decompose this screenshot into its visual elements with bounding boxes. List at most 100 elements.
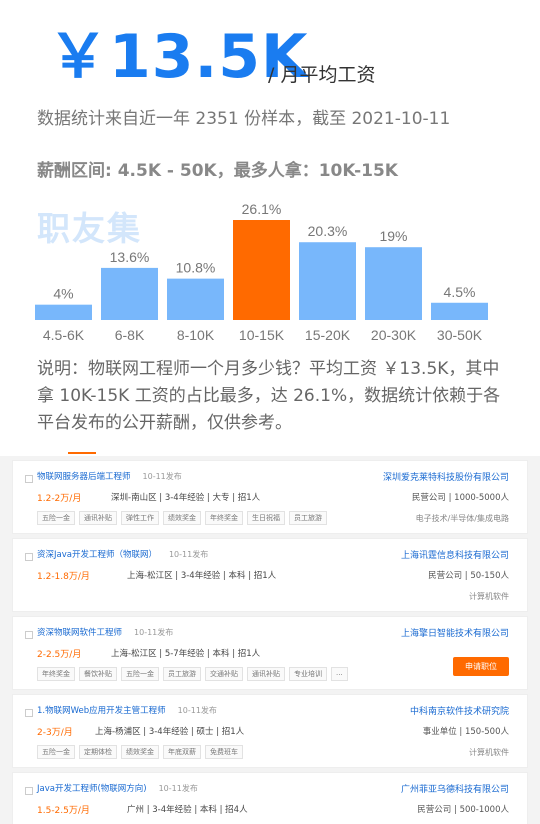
bar-value-label: 19% — [379, 228, 407, 244]
benefit-tag: 绩效奖金 — [163, 511, 201, 525]
industry-label: 电子技术/半导体/集成电路 — [415, 514, 509, 523]
select-checkbox[interactable] — [25, 553, 33, 561]
bar-4.5-6K — [35, 304, 92, 320]
job-title[interactable]: 1.物联网Web应用开发主管工程师 — [37, 706, 166, 716]
bar-20-30K — [365, 247, 422, 320]
job-list: 物联网服务器后端工程师 10-11发布 深圳爱克莱特科技股份有限公司 1.2-2万/月… — [0, 456, 540, 824]
benefit-tag: 通讯补贴 — [247, 667, 285, 681]
category-label: 15-20K — [305, 327, 351, 343]
bar-10-15K — [233, 220, 290, 320]
benefit-tag: 交通补贴 — [205, 667, 243, 681]
benefit-tag: 专业培训 — [289, 667, 327, 681]
benefit-tag: 定期体检 — [79, 745, 117, 759]
company-link[interactable]: 深圳爱克莱特科技股份有限公司 — [382, 473, 509, 483]
benefit-tag: 五险一金 — [121, 667, 159, 681]
job-title[interactable]: 资深Java开发工程师（物联网） — [37, 550, 157, 560]
select-checkbox[interactable] — [25, 475, 33, 483]
benefit-tag: 生日祝福 — [247, 511, 285, 525]
apply-button[interactable]: 申请职位 — [453, 657, 509, 676]
benefit-tag: 弹性工作 — [121, 511, 159, 525]
benefit-tags: 五险一金 定期体检 绩效奖金 年底双薪 免费班车 — [37, 745, 243, 759]
bar-value-label: 10.8% — [176, 260, 216, 276]
company-meta: 民营公司 | 50-150人 — [428, 571, 509, 581]
category-label: 10-15K — [239, 327, 285, 343]
benefit-tag: 五险一金 — [37, 745, 75, 759]
salary-range: 2-3万/月 — [37, 728, 73, 738]
job-meta: 广州 | 3-4年经验 | 本科 | 招4人 — [127, 805, 248, 815]
benefit-tag: 免费班车 — [205, 745, 243, 759]
job-card[interactable]: Java开发工程师(物联网方向) 10-11发布 广州菲亚乌德科技有限公司 1.5-2… — [12, 772, 528, 824]
category-label: 20-30K — [371, 327, 417, 343]
company-meta: 民营公司 | 1000-5000人 — [411, 493, 509, 503]
benefit-tag: 通讯补贴 — [79, 511, 117, 525]
benefit-tag: 餐饮补贴 — [79, 667, 117, 681]
company-link[interactable]: 上海擎日智能技术有限公司 — [400, 629, 509, 639]
benefit-tag: 员工旅游 — [289, 511, 327, 525]
job-meta: 上海-杨浦区 | 3-4年经验 | 硕士 | 招1人 — [95, 727, 245, 737]
company-link[interactable]: 上海讯霆信息科技有限公司 — [400, 551, 509, 561]
job-title[interactable]: 资深物联网软件工程师 — [37, 628, 123, 638]
job-title-link[interactable]: 物联网服务器后端工程师 10-11发布 — [37, 470, 182, 482]
salary-range: 2-2.5万/月 — [37, 650, 82, 660]
category-label: 4.5-6K — [43, 327, 85, 343]
job-title-link[interactable]: 资深物联网软件工程师 10-11发布 — [37, 626, 173, 638]
benefit-tag: 年终奖金 — [205, 511, 243, 525]
benefit-tags: 年终奖金 餐饮补贴 五险一金 员工旅游 交通补贴 通讯补贴 专业培训... — [37, 667, 348, 681]
job-meta: 深圳-南山区 | 3-4年经验 | 大专 | 招1人 — [111, 493, 261, 503]
bar-value-label: 26.1% — [242, 201, 282, 217]
average-salary: ￥13.5K — [48, 22, 309, 92]
job-card[interactable]: 资深Java开发工程师（物联网） 10-11发布 上海讯霆信息科技有限公司 1.2-1… — [12, 538, 528, 612]
post-date: 10-11发布 — [168, 550, 209, 559]
benefit-tag: 年底双薪 — [163, 745, 201, 759]
industry-label: 计算机软件 — [469, 748, 509, 757]
job-title-link[interactable]: 1.物联网Web应用开发主管工程师 10-11发布 — [37, 704, 217, 716]
job-title[interactable]: Java开发工程师(物联网方向) — [37, 784, 147, 794]
salary-summary-panel: ￥13.5K / 月平均工资 数据统计来自近一年 2351 份样本，截至 202… — [35, 22, 501, 433]
category-label: 8-10K — [177, 327, 215, 343]
post-date: 10-11发布 — [142, 472, 182, 481]
bar-8-10K — [167, 278, 224, 320]
company-meta: 事业单位 | 150-500人 — [422, 727, 509, 737]
job-title-link[interactable]: 资深Java开发工程师（物联网） 10-11发布 — [37, 548, 208, 560]
bar-value-label: 20.3% — [308, 223, 348, 239]
benefit-tag: 绩效奖金 — [121, 745, 159, 759]
bar-15-20K — [299, 242, 356, 320]
bar-value-label: 4% — [53, 286, 73, 302]
benefit-tags: 五险一金 通讯补贴 弹性工作 绩效奖金 年终奖金 生日祝福 员工旅游 — [37, 511, 327, 525]
select-checkbox[interactable] — [25, 709, 33, 717]
salary-range: 1.5-2.5万/月 — [37, 806, 90, 816]
benefit-tag: ... — [331, 667, 348, 681]
select-checkbox[interactable] — [25, 631, 33, 639]
industry-label: 计算机软件 — [469, 592, 509, 601]
bar-value-label: 4.5% — [444, 284, 476, 300]
job-card[interactable]: 资深物联网软件工程师 10-11发布 上海擎日智能技术有限公司 2-2.5万/月 上海-… — [12, 616, 528, 690]
benefit-tag: 员工旅游 — [163, 667, 201, 681]
post-date: 10-11发布 — [158, 784, 198, 793]
post-date: 10-11发布 — [177, 706, 217, 715]
salary-description: 说明：物联网工程师一个月多少钱？平均工资 ￥13.5K，其中拿 10K-15K … — [37, 359, 501, 433]
benefit-tag: 年终奖金 — [37, 667, 75, 681]
salary-distribution-chart: 4% 4.5-6K 13.6% 6-8K 10.8% 8-10K 26.1% 10-15K 20… — [35, 201, 488, 343]
company-link[interactable]: 中科南京软件技术研究院 — [409, 707, 509, 717]
job-title[interactable]: 物联网服务器后端工程师 — [37, 472, 131, 482]
watermark-logo: 职友集 — [37, 209, 142, 248]
per-month-label: / 月平均工资 — [268, 64, 376, 86]
company-link[interactable]: 广州菲亚乌德科技有限公司 — [400, 785, 509, 795]
job-title-link[interactable]: Java开发工程师(物联网方向) 10-11发布 — [37, 782, 198, 794]
job-meta: 上海-松江区 | 3-4年经验 | 本科 | 招1人 — [127, 571, 277, 581]
company-meta: 民营公司 | 500-1000人 — [417, 805, 509, 815]
salary-range: 1.2-2万/月 — [37, 494, 82, 504]
category-label: 30-50K — [437, 327, 483, 343]
job-card[interactable]: 物联网服务器后端工程师 10-11发布 深圳爱克莱特科技股份有限公司 1.2-2万/月… — [12, 460, 528, 534]
salary-range: 1.2-1.8万/月 — [37, 572, 90, 582]
active-tab-indicator — [68, 452, 96, 454]
job-card[interactable]: 1.物联网Web应用开发主管工程师 10-11发布 中科南京软件技术研究院 2-3万/… — [12, 694, 528, 768]
bar-6-8K — [101, 267, 158, 320]
bar-value-label: 13.6% — [110, 249, 150, 265]
category-label: 6-8K — [115, 327, 145, 343]
select-checkbox[interactable] — [25, 787, 33, 795]
salary-range: 薪酬区间: 4.5K - 50K，最多人拿：10K-15K — [37, 161, 398, 181]
sample-note: 数据统计来自近一年 2351 份样本，截至 2021-10-11 — [37, 109, 451, 129]
post-date: 10-11发布 — [134, 628, 174, 637]
bar-30-50K — [431, 302, 488, 320]
